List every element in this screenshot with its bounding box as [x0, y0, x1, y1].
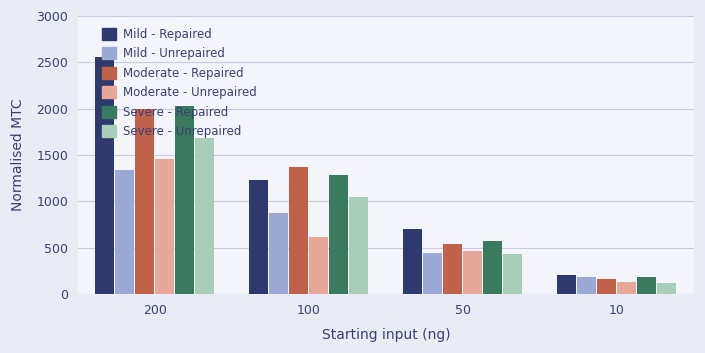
Bar: [618, 282, 637, 294]
Bar: [289, 167, 308, 294]
Bar: [176, 106, 195, 294]
Bar: [269, 214, 288, 294]
Bar: [637, 277, 656, 294]
X-axis label: Starting input (ng): Starting input (ng): [321, 328, 450, 342]
Bar: [329, 175, 348, 294]
Bar: [403, 229, 422, 294]
Bar: [309, 237, 329, 294]
Bar: [250, 180, 269, 294]
Bar: [577, 277, 596, 294]
Bar: [597, 279, 616, 294]
Bar: [484, 241, 503, 294]
Bar: [195, 138, 214, 294]
Bar: [350, 197, 369, 294]
Bar: [135, 109, 154, 294]
Legend: Mild - Repaired, Mild - Unrepaired, Moderate - Repaired, Moderate - Unrepaired, : Mild - Repaired, Mild - Unrepaired, Mode…: [102, 28, 257, 138]
Bar: [423, 253, 442, 294]
Bar: [155, 159, 174, 294]
Bar: [443, 244, 462, 294]
Bar: [116, 170, 135, 294]
Y-axis label: Normalised MTC: Normalised MTC: [11, 99, 25, 211]
Bar: [95, 57, 114, 294]
Bar: [658, 283, 676, 294]
Bar: [558, 275, 576, 294]
Bar: [503, 254, 522, 294]
Bar: [463, 251, 482, 294]
